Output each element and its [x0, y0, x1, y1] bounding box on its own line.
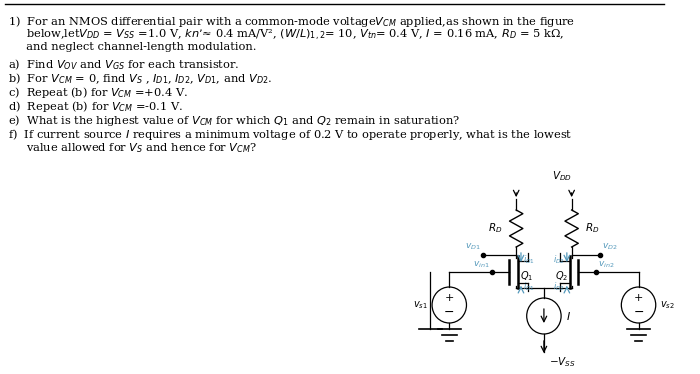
- Text: $R_D$: $R_D$: [585, 222, 599, 235]
- Text: $v_{D1}$: $v_{D1}$: [465, 242, 481, 252]
- Text: $I$: $I$: [566, 310, 571, 322]
- Text: $Q_1$: $Q_1$: [520, 269, 533, 283]
- Text: c)  Repeat (b) for $V_{CM}$ =+0.4 V.: c) Repeat (b) for $V_{CM}$ =+0.4 V.: [8, 85, 188, 100]
- Text: 1)  For an NMOS differential pair with a common-mode voltage$V_{CM}$ applied,as : 1) For an NMOS differential pair with a …: [8, 14, 575, 29]
- Text: $i_{D1}$: $i_{D1}$: [523, 281, 535, 293]
- Text: value allowed for $V_S$ and hence for $V_{CM}$?: value allowed for $V_S$ and hence for $V…: [8, 141, 257, 155]
- Text: $i_{D1}$: $i_{D1}$: [523, 254, 535, 266]
- Text: below,let$V_{DD}$ = $V_{SS}$ =1.0 V, $kn$’≈ 0.4 mA/V², $(W/L)_{1,2}$= 10, $V_{tn: below,let$V_{DD}$ = $V_{SS}$ =1.0 V, $kn…: [8, 28, 564, 43]
- Text: $-V_{SS}$: $-V_{SS}$: [549, 355, 575, 369]
- Text: $v_{s2}$: $v_{s2}$: [659, 299, 674, 311]
- Text: $Q_2$: $Q_2$: [554, 269, 568, 283]
- Text: $v_{s1}$: $v_{s1}$: [413, 299, 428, 311]
- Text: $v_{in2}$: $v_{in2}$: [598, 260, 615, 270]
- Text: d)  Repeat (b) for $V_{CM}$ =-0.1 V.: d) Repeat (b) for $V_{CM}$ =-0.1 V.: [8, 99, 183, 114]
- Text: $R_D$: $R_D$: [489, 222, 503, 235]
- Text: $i_{D2}$: $i_{D2}$: [553, 254, 565, 266]
- Text: e)  What is the highest value of $V_{CM}$ for which $Q_1$ and $Q_2$ remain in sa: e) What is the highest value of $V_{CM}$…: [8, 113, 460, 128]
- Text: b)  For $V_{CM}$ = 0, find $V_S$ , $I_{D1}$, $I_{D2}$, $V_{D1}$, and $V_{D2}$.: b) For $V_{CM}$ = 0, find $V_S$ , $I_{D1…: [8, 71, 272, 86]
- Text: a)  Find $V_{OV}$ and $V_{GS}$ for each transistor.: a) Find $V_{OV}$ and $V_{GS}$ for each t…: [8, 57, 239, 71]
- Text: $v_{D2}$: $v_{D2}$: [602, 242, 618, 252]
- Text: +: +: [444, 293, 454, 303]
- Text: $i_{D2}$: $i_{D2}$: [553, 281, 565, 293]
- Text: −: −: [634, 306, 644, 319]
- Text: and neglect channel-length modulation.: and neglect channel-length modulation.: [8, 42, 256, 52]
- Text: −: −: [444, 306, 454, 319]
- Text: $V_{DD}$: $V_{DD}$: [552, 169, 571, 183]
- Text: $v_{in1}$: $v_{in1}$: [473, 260, 489, 270]
- Text: +: +: [634, 293, 643, 303]
- Text: f)  If current source $I$ requires a minimum voltage of 0.2 V to operate properl: f) If current source $I$ requires a mini…: [8, 127, 572, 142]
